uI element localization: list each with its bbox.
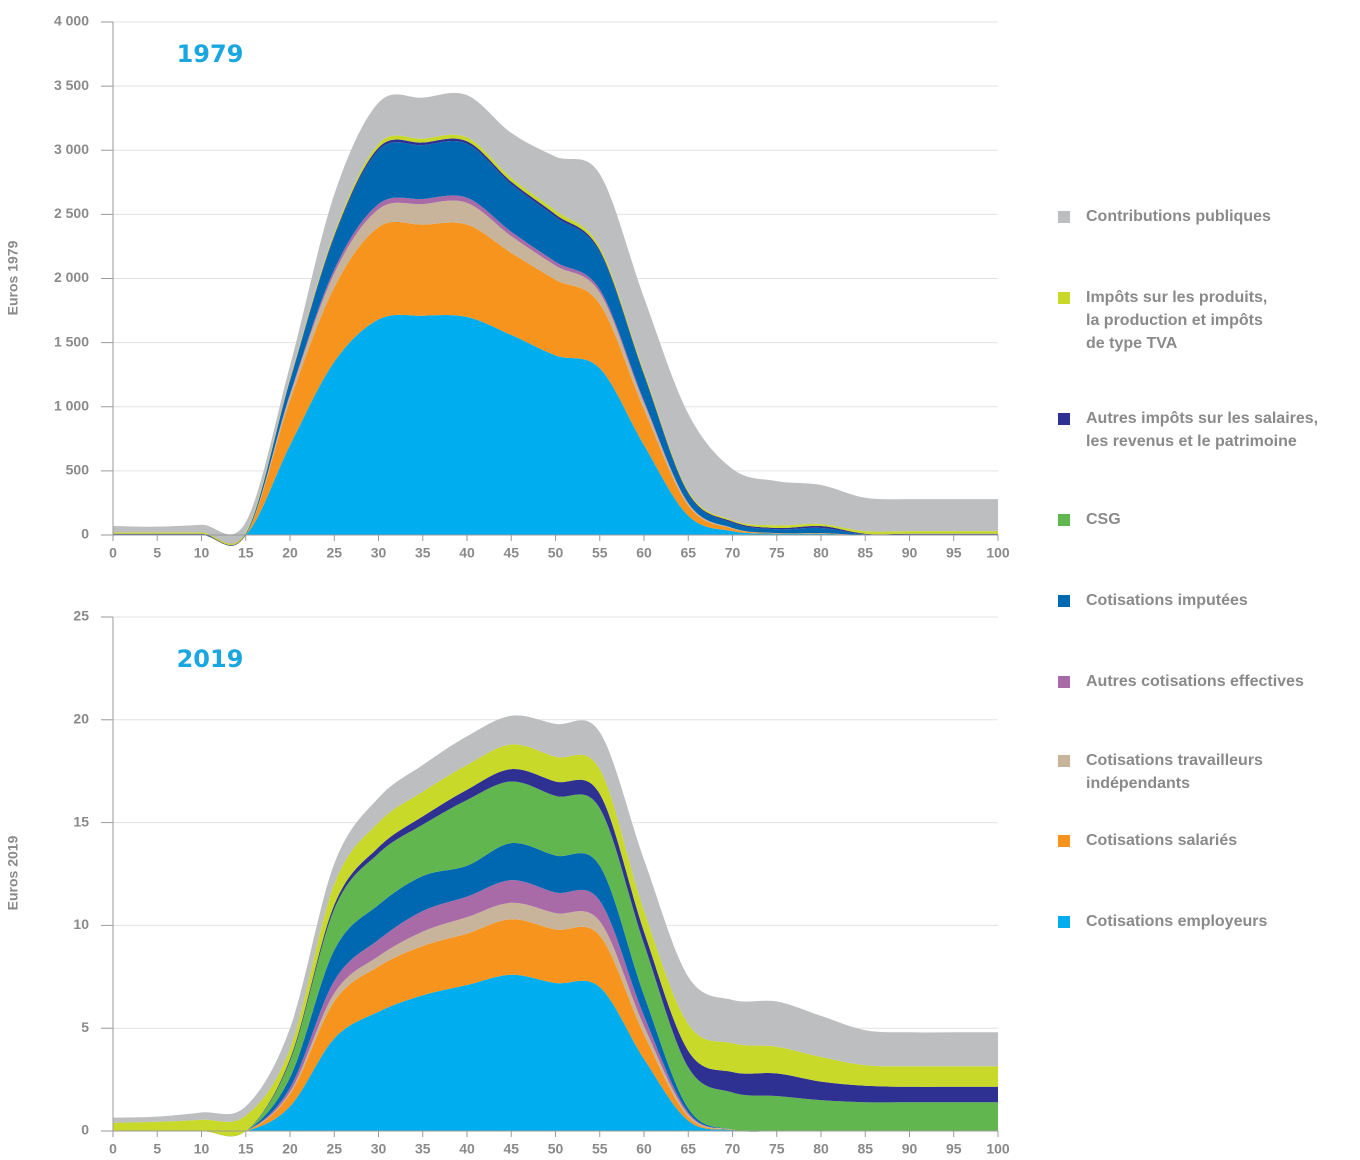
legend-label: Autres impôts sur les salaires, les reve… <box>1086 410 1319 450</box>
legend-swatch <box>1058 413 1070 425</box>
x-tick-label: 30 <box>371 545 387 561</box>
x-tick-label: 95 <box>946 1141 962 1157</box>
legend-swatch <box>1058 755 1070 767</box>
x-tick-label: 70 <box>725 1141 741 1157</box>
y-axis-label: Euros 1979 <box>5 240 21 315</box>
x-tick-label: 10 <box>194 1141 210 1157</box>
area <box>113 974 998 1133</box>
x-tick-label: 95 <box>946 545 962 561</box>
chart-title: 1979 <box>177 40 244 68</box>
legend-swatch <box>1058 916 1070 928</box>
legend-label: Impôts sur les produits, la production e… <box>1086 289 1268 352</box>
legend-label: Cotisations travailleurs indépendants <box>1086 752 1263 792</box>
x-tick-label: 25 <box>326 1141 342 1157</box>
y-tick-label: 1 500 <box>54 333 89 349</box>
x-tick-label: 15 <box>238 1141 254 1157</box>
area <box>113 92 998 544</box>
legend-label: Cotisations imputées <box>1086 592 1248 609</box>
area <box>113 781 998 1137</box>
area <box>113 715 998 1123</box>
area <box>113 141 998 546</box>
x-tick-label: 80 <box>813 545 829 561</box>
x-tick-label: 75 <box>769 1141 785 1157</box>
x-tick-label: 40 <box>459 545 475 561</box>
y-tick-label: 2 500 <box>54 205 89 221</box>
x-tick-label: 30 <box>371 1141 387 1157</box>
legend-swatch <box>1058 514 1070 526</box>
area <box>113 200 998 546</box>
y-tick-label: 0 <box>81 526 89 542</box>
y-tick-label: 0 <box>81 1122 89 1138</box>
x-tick-label: 65 <box>680 545 696 561</box>
y-axis-label: Euros 2019 <box>5 835 21 910</box>
x-tick-label: 80 <box>813 1141 829 1157</box>
legend-label: Autres cotisations effectives <box>1086 673 1304 690</box>
area <box>113 919 998 1134</box>
y-tick-label: 10 <box>73 916 89 932</box>
legend-label: Contributions publiques <box>1086 208 1271 225</box>
x-tick-label: 65 <box>680 1141 696 1157</box>
x-tick-label: 45 <box>503 1141 519 1157</box>
legend-swatch <box>1058 676 1070 688</box>
y-tick-label: 4 000 <box>54 13 89 29</box>
x-tick-label: 85 <box>857 545 873 561</box>
legend-label: CSG <box>1086 511 1121 528</box>
x-tick-label: 60 <box>636 1141 652 1157</box>
x-tick-label: 90 <box>902 545 918 561</box>
legend-swatch <box>1058 595 1070 607</box>
x-tick-label: 85 <box>857 1141 873 1157</box>
x-tick-label: 45 <box>503 545 519 561</box>
legend-swatch <box>1058 292 1070 304</box>
y-tick-label: 500 <box>66 462 90 478</box>
x-tick-label: 35 <box>415 545 431 561</box>
x-tick-label: 20 <box>282 545 298 561</box>
legend-swatch <box>1058 835 1070 847</box>
x-tick-label: 55 <box>592 1141 608 1157</box>
x-tick-label: 0 <box>109 545 117 561</box>
area <box>113 221 998 545</box>
area <box>113 769 998 1137</box>
x-tick-label: 15 <box>238 545 254 561</box>
chart-title: 2019 <box>177 645 244 673</box>
x-tick-label: 90 <box>902 1141 918 1157</box>
legend-label: Cotisations salariés <box>1086 832 1238 849</box>
y-tick-label: 15 <box>73 813 89 829</box>
y-tick-label: 20 <box>73 711 89 727</box>
legend-label: Cotisations employeurs <box>1086 913 1268 930</box>
x-tick-label: 10 <box>194 545 210 561</box>
y-tick-label: 25 <box>73 608 89 624</box>
area <box>113 195 998 546</box>
y-tick-label: 2 000 <box>54 269 89 285</box>
x-tick-label: 5 <box>153 545 161 561</box>
y-tick-label: 1 000 <box>54 397 89 413</box>
x-tick-label: 20 <box>282 1141 298 1157</box>
x-tick-label: 100 <box>986 545 1010 561</box>
x-tick-label: 40 <box>459 1141 475 1157</box>
x-tick-label: 5 <box>153 1141 161 1157</box>
x-tick-label: 70 <box>725 545 741 561</box>
y-tick-label: 3 000 <box>54 141 89 157</box>
x-tick-label: 50 <box>548 545 564 561</box>
x-tick-label: 0 <box>109 1141 117 1157</box>
x-tick-label: 25 <box>326 545 342 561</box>
x-tick-label: 50 <box>548 1141 564 1157</box>
x-tick-label: 75 <box>769 545 785 561</box>
y-tick-label: 3 500 <box>54 77 89 93</box>
legend-swatch <box>1058 211 1070 223</box>
area <box>113 314 998 542</box>
y-tick-label: 5 <box>81 1019 89 1035</box>
x-tick-label: 55 <box>592 545 608 561</box>
x-tick-label: 100 <box>986 1141 1010 1157</box>
x-tick-label: 60 <box>636 545 652 561</box>
x-tick-label: 35 <box>415 1141 431 1157</box>
